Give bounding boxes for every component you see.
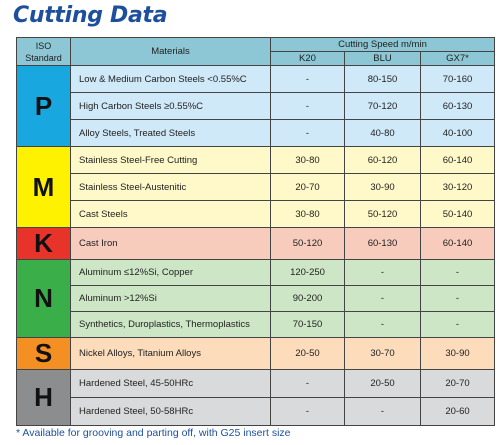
iso-header-line1: ISO xyxy=(35,40,52,51)
gx7-value: 50-140 xyxy=(420,200,495,228)
table-row: S Nickel Alloys, Titanium Alloys 20-50 3… xyxy=(16,337,495,370)
gx7-value: 20-60 xyxy=(420,397,495,426)
grade-header-gx7: GX7* xyxy=(420,51,495,66)
table-row: Stainless Steel-Austenitic 20-70 30-90 3… xyxy=(17,173,495,201)
iso-letter-p: P xyxy=(16,65,71,147)
iso-header-line2: Standard xyxy=(25,52,62,63)
cutting-speed-header: Cutting Speed m/min xyxy=(270,37,495,52)
iso-letter-n: N xyxy=(16,259,71,338)
k20-value: - xyxy=(270,92,345,120)
k20-value: - xyxy=(270,119,345,147)
table-row: Hardened Steel, 50-58HRc - - 20-60 xyxy=(17,397,495,426)
table-row: High Carbon Steels ≥0.55%C - 70-120 60-1… xyxy=(17,92,495,120)
materials-header: Materials xyxy=(70,37,271,66)
k20-value: 20-70 xyxy=(270,173,345,201)
blu-value: 50-120 xyxy=(344,200,421,228)
table-row: P Low & Medium Carbon Steels <0.55%C - 8… xyxy=(16,65,495,147)
k20-value: 30-80 xyxy=(270,200,345,228)
gx7-value: 60-140 xyxy=(420,146,495,174)
grade-header-k20: K20 xyxy=(270,51,345,66)
k20-value: - xyxy=(270,65,345,93)
table-row: Cast Steels 30-80 50-120 50-140 xyxy=(17,200,495,228)
blu-value: 60-120 xyxy=(344,146,421,174)
material-name: Alloy Steels, Treated Steels xyxy=(70,119,271,147)
blu-value: - xyxy=(344,397,421,426)
gx7-value: - xyxy=(420,259,495,286)
blu-value: 20-50 xyxy=(344,369,421,398)
k20-value: 20-50 xyxy=(270,337,345,370)
blu-value: 60-130 xyxy=(344,227,421,260)
material-name: Hardened Steel, 50-58HRc xyxy=(70,397,271,426)
material-name: Hardened Steel, 45-50HRc xyxy=(70,369,271,398)
material-name: Synthetics, Duroplastics, Thermoplastics xyxy=(70,311,271,338)
iso-letter-h: H xyxy=(16,369,71,426)
grade-header-blu: BLU xyxy=(344,51,421,66)
k20-value: 90-200 xyxy=(270,285,345,312)
gx7-value: 40-100 xyxy=(420,119,495,147)
material-name: Aluminum >12%Si xyxy=(70,285,271,312)
gx7-value: - xyxy=(420,311,495,338)
page-title: Cutting Data xyxy=(13,3,168,28)
iso-letter-s: S xyxy=(16,337,71,370)
blu-value: 80-150 xyxy=(344,65,421,93)
material-name: Low & Medium Carbon Steels <0.55%C xyxy=(70,65,271,93)
k20-value: - xyxy=(270,369,345,398)
k20-value: 50-120 xyxy=(270,227,345,260)
gx7-value: 60-140 xyxy=(420,227,495,260)
cutting-data-table: ISO Standard Materials Cutting Speed m/m… xyxy=(16,37,495,426)
blu-value: 30-90 xyxy=(344,173,421,201)
table-row: H Hardened Steel, 45-50HRc - 20-50 20-70 xyxy=(16,369,495,426)
gx7-value: 30-90 xyxy=(420,337,495,370)
material-name: Nickel Alloys, Titanium Alloys xyxy=(70,337,271,370)
table-row: N Aluminum ≤12%Si, Copper 120-250 - - xyxy=(16,259,495,338)
iso-letter-m: M xyxy=(16,146,71,228)
material-name: Stainless Steel-Free Cutting xyxy=(70,146,271,174)
material-name: Stainless Steel-Austenitic xyxy=(70,173,271,201)
material-name: Aluminum ≤12%Si, Copper xyxy=(70,259,271,286)
blu-value: - xyxy=(344,285,421,312)
material-name: Cast Iron xyxy=(70,227,271,260)
blu-value: - xyxy=(344,259,421,286)
material-name: High Carbon Steels ≥0.55%C xyxy=(70,92,271,120)
material-name: Cast Steels xyxy=(70,200,271,228)
gx7-value: 60-130 xyxy=(420,92,495,120)
blu-value: 30-70 xyxy=(344,337,421,370)
gx7-value: 30-120 xyxy=(420,173,495,201)
table-row: Synthetics, Duroplastics, Thermoplastics… xyxy=(17,311,495,338)
table-row: Alloy Steels, Treated Steels - 40-80 40-… xyxy=(17,119,495,147)
blu-value: - xyxy=(344,311,421,338)
table-row: Aluminum >12%Si 90-200 - - xyxy=(17,285,495,312)
k20-value: 120-250 xyxy=(270,259,345,286)
blu-value: 40-80 xyxy=(344,119,421,147)
iso-standard-header: ISO Standard xyxy=(16,37,71,66)
header-row: ISO Standard Materials Cutting Speed m/m… xyxy=(16,37,495,66)
gx7-value: - xyxy=(420,285,495,312)
gx7-value: 20-70 xyxy=(420,369,495,398)
table-row: M Stainless Steel-Free Cutting 30-80 60-… xyxy=(16,146,495,228)
iso-letter-k: K xyxy=(16,227,71,260)
gx7-value: 70-160 xyxy=(420,65,495,93)
blu-value: 70-120 xyxy=(344,92,421,120)
k20-value: 70-150 xyxy=(270,311,345,338)
table-row: K Cast Iron 50-120 60-130 60-140 xyxy=(16,227,495,260)
footnote: * Available for grooving and parting off… xyxy=(16,427,291,439)
k20-value: - xyxy=(270,397,345,426)
k20-value: 30-80 xyxy=(270,146,345,174)
